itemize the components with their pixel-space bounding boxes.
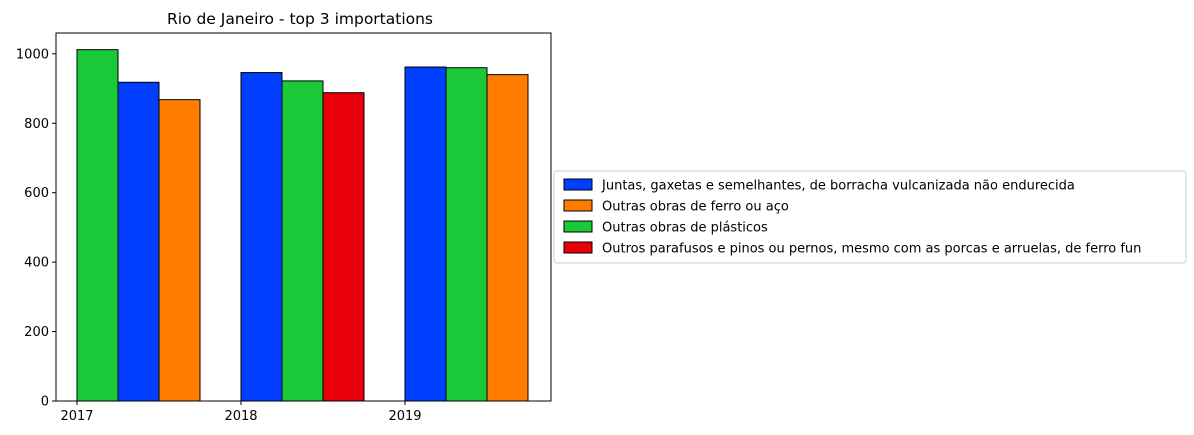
- legend-frame: [553, 170, 1187, 264]
- y-tick-label: 400: [24, 256, 49, 271]
- legend: Juntas, gaxetas e semelhantes, de borrac…: [553, 170, 1187, 264]
- bar-2019-3: [486, 74, 529, 402]
- x-axis: 2017 2018 2019: [60, 401, 422, 424]
- bar-2018-3: [322, 92, 365, 402]
- bars-group: [76, 49, 529, 402]
- x-tick-label: 2018: [224, 409, 257, 424]
- chart-title: Rio de Janeiro - top 3 importations: [167, 10, 433, 28]
- y-tick-label: 1000: [16, 47, 49, 62]
- bar-2017-2: [117, 81, 160, 402]
- legend-label: Outras obras de ferro ou aço: [602, 200, 789, 215]
- y-tick-label: 0: [41, 395, 49, 410]
- bar-2019-2: [445, 67, 488, 402]
- legend-swatch: [563, 178, 593, 191]
- bar-2018-2: [281, 80, 324, 402]
- x-tick-label: 2019: [388, 409, 421, 424]
- legend-swatch: [563, 241, 593, 254]
- y-tick-label: 800: [24, 117, 49, 132]
- legend-swatch: [563, 199, 593, 212]
- y-tick-label: 200: [24, 325, 49, 340]
- legend-label: Outras obras de plásticos: [602, 221, 768, 236]
- legend-label: Juntas, gaxetas e semelhantes, de borrac…: [601, 179, 1075, 194]
- bar-2019-1: [404, 66, 447, 402]
- x-tick-label: 2017: [60, 409, 93, 424]
- bar-2017-1: [76, 49, 119, 402]
- bar-2017-3: [158, 99, 201, 402]
- y-axis: 0 200 400 600 800 1000: [16, 47, 56, 410]
- y-tick-label: 600: [24, 186, 49, 201]
- bar-2018-1: [240, 72, 283, 402]
- plot-area-frame: [55, 32, 552, 402]
- legend-swatch: [563, 220, 593, 233]
- legend-label: Outros parafusos e pinos ou pernos, mesm…: [602, 242, 1141, 257]
